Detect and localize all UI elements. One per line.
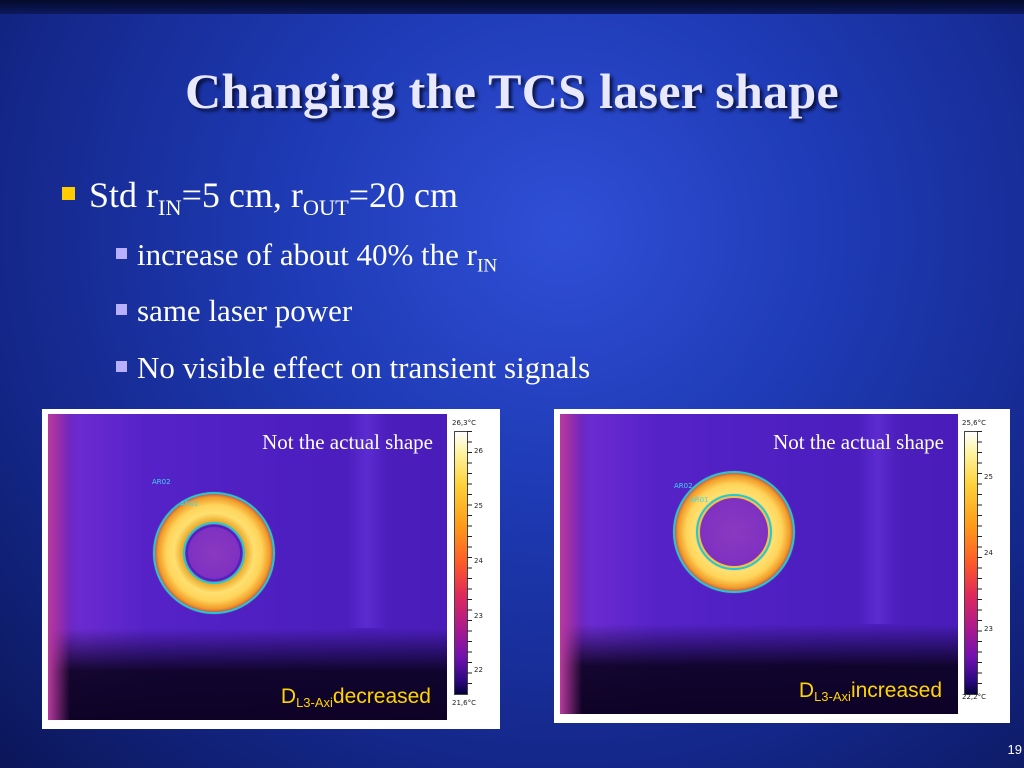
- scale-tick: 22: [474, 666, 483, 674]
- sub-bullet-3: No visible effect on transient signals: [116, 350, 590, 386]
- sub-bullet-1: increase of about 40% the rIN: [116, 237, 497, 278]
- sub-bullet-subscript: IN: [477, 255, 498, 277]
- scale-tick: 25: [984, 473, 993, 481]
- sub-bullet-square-icon: [116, 304, 127, 316]
- thermal-image-1: AR02 AR01 Not the actual shape DL3-Axide…: [48, 414, 447, 720]
- roi-inner-label: AR01: [690, 496, 709, 504]
- thermal-image-panel-1: AR02 AR01 Not the actual shape DL3-Axide…: [42, 409, 500, 729]
- bullet-sub-out: OUT: [302, 194, 349, 220]
- image-caption: Not the actual shape: [262, 430, 433, 454]
- top-bar: [0, 0, 1024, 14]
- sub-bullet-2: same laser power: [116, 293, 352, 329]
- thermal-image-2: AR02 AR01 Not the actual shape DL3-Axiin…: [560, 414, 958, 714]
- bullet-square-icon: [62, 187, 75, 201]
- roi-outer-label: AR02: [674, 482, 693, 490]
- main-bullet: Std rIN=5 cm, rOUT=20 cm: [62, 174, 458, 221]
- sub-bullet-text: No visible effect on transient signals: [137, 350, 591, 385]
- roi-outer-label: AR02: [152, 478, 171, 486]
- roi-outer-circle: [153, 492, 275, 614]
- roi-inner-label: AR01: [180, 500, 199, 508]
- scale-min-label: 21,6°C: [452, 699, 476, 707]
- dl3-label: DL3-Axidecreased: [280, 685, 431, 710]
- thermal-image-panel-2: AR02 AR01 Not the actual shape DL3-Axiin…: [554, 409, 1010, 723]
- scale-max-label: 25,6°C: [962, 419, 986, 427]
- scale-tick: 24: [474, 557, 483, 565]
- slide-title: Changing the TCS laser shape: [185, 63, 839, 119]
- sub-bullet-square-icon: [116, 361, 127, 373]
- scale-tick: 24: [984, 549, 993, 557]
- dl3-label: DL3-Axiincreased: [798, 679, 942, 704]
- color-scale-bar: [964, 431, 978, 695]
- scale-min-label: 22,2°C: [962, 693, 986, 701]
- scale-tick: 23: [474, 612, 483, 620]
- bullet-text: Std r: [89, 175, 159, 215]
- bullet-sub-in: IN: [158, 194, 182, 220]
- sub-bullet-text: same laser power: [137, 293, 353, 328]
- page-number: 19: [1007, 742, 1022, 757]
- temperature-scale-2: 25,6°C 25 24 23 22,2°C: [958, 409, 1010, 723]
- bullet-text-end: =20 cm: [348, 175, 458, 215]
- sub-bullet-text: increase of about 40% the r: [137, 237, 478, 272]
- roi-outer-circle: [673, 471, 795, 593]
- color-scale-bar: [454, 431, 468, 695]
- scale-tick: 23: [984, 625, 993, 633]
- laser-ring-2: [672, 470, 796, 594]
- image-caption: Not the actual shape: [773, 430, 944, 454]
- bullet-text-mid: =5 cm, r: [181, 175, 303, 215]
- scale-tick: 26: [474, 447, 483, 455]
- temperature-scale-1: 26,3°C 26 25 24 23 22 21,6°C: [448, 409, 500, 729]
- scale-max-label: 26,3°C: [452, 419, 476, 427]
- laser-ring-1: [152, 491, 276, 615]
- sub-bullet-square-icon: [116, 248, 127, 260]
- scale-tick: 25: [474, 502, 483, 510]
